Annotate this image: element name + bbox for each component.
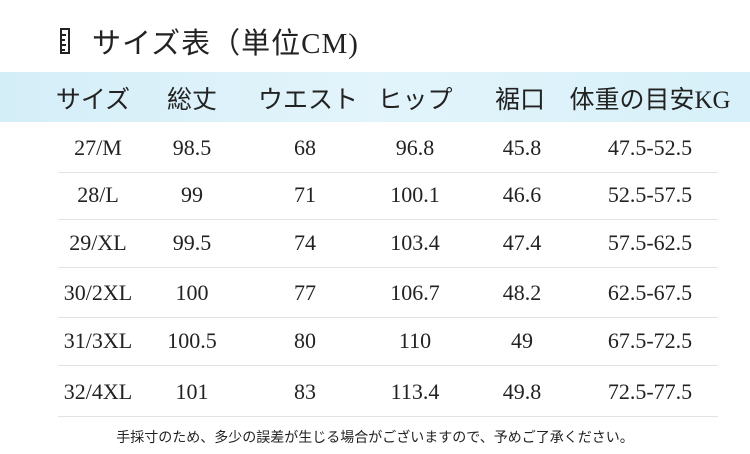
table-cell: 72.5-77.5 xyxy=(607,379,693,404)
table-cell: 46.6 xyxy=(502,182,542,207)
column-header: サイズ xyxy=(55,87,131,114)
table-cell: 28/L xyxy=(77,182,119,207)
table-cell: 99 xyxy=(181,182,203,207)
table-cell: 49.8 xyxy=(502,379,542,404)
table-cell: 31/3XL xyxy=(63,328,133,353)
table-cell: 96.8 xyxy=(395,135,435,160)
title: サイズ表（単位CM) xyxy=(92,28,359,60)
table-cell: 45.8 xyxy=(502,135,542,160)
row-separator xyxy=(58,267,718,268)
column-header: 裾口 xyxy=(494,87,546,114)
column-header: 総丈 xyxy=(166,87,218,114)
row-separator xyxy=(58,172,718,173)
table-cell: 80 xyxy=(294,328,316,353)
table-cell: 98.5 xyxy=(172,135,212,160)
column-header: ウエスト xyxy=(257,87,359,114)
column-header: ヒップ xyxy=(377,87,453,114)
table-cell: 100.5 xyxy=(167,328,217,353)
table-cell: 62.5-67.5 xyxy=(607,280,693,305)
row-separator xyxy=(58,365,718,366)
table-cell: 57.5-62.5 xyxy=(607,230,693,255)
footnote: 手採寸のため、多少の誤差が生じる場合がございますので、予めご了承ください。 xyxy=(116,431,634,446)
table-cell: 103.4 xyxy=(390,230,440,255)
table-cell: 48.2 xyxy=(502,280,542,305)
header-band xyxy=(0,72,750,122)
table-cell: 47.4 xyxy=(502,230,542,255)
table-cell: 74 xyxy=(294,230,316,255)
table-cell: 71 xyxy=(294,182,316,207)
table-cell: 30/2XL xyxy=(63,280,133,305)
table-cell: 47.5-52.5 xyxy=(607,135,693,160)
column-header: 体重の目安KG xyxy=(569,87,731,114)
table-cell: 113.4 xyxy=(390,379,440,404)
table-cell: 110 xyxy=(398,328,432,353)
table-cell: 100 xyxy=(175,280,209,305)
table-cell: 101 xyxy=(175,379,209,404)
table-cell: 29/XL xyxy=(69,230,127,255)
table-cell: 83 xyxy=(294,379,316,404)
table-cell: 77 xyxy=(294,280,316,305)
table-cell: 68 xyxy=(294,135,316,160)
table-cell: 106.7 xyxy=(390,280,440,305)
table-cell: 52.5-57.5 xyxy=(607,182,693,207)
row-separator xyxy=(58,219,718,220)
ruler-icon xyxy=(60,28,70,54)
table-cell: 67.5-72.5 xyxy=(607,328,693,353)
row-separator xyxy=(58,317,718,318)
table-cell: 49 xyxy=(511,328,533,353)
table-cell: 99.5 xyxy=(172,230,212,255)
row-separator xyxy=(58,416,718,417)
table-cell: 100.1 xyxy=(390,182,440,207)
table-cell: 32/4XL xyxy=(63,379,133,404)
table-cell: 27/M xyxy=(74,135,122,160)
